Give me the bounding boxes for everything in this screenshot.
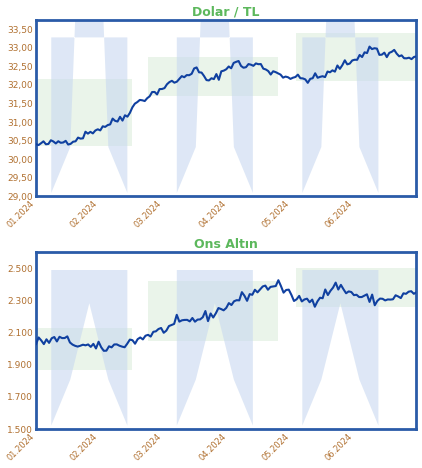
Polygon shape [177, 270, 253, 425]
Title: Ons Altın: Ons Altın [194, 238, 258, 251]
Polygon shape [177, 0, 253, 193]
Bar [148, 57, 278, 96]
Title: Dolar / TL: Dolar / TL [192, 6, 260, 19]
Polygon shape [302, 0, 379, 193]
Bar [148, 281, 278, 341]
Bar [296, 269, 417, 307]
Bar [296, 33, 417, 81]
Polygon shape [51, 0, 127, 193]
Polygon shape [302, 270, 379, 425]
Bar [36, 328, 132, 370]
Polygon shape [51, 270, 127, 425]
Bar [36, 79, 132, 146]
